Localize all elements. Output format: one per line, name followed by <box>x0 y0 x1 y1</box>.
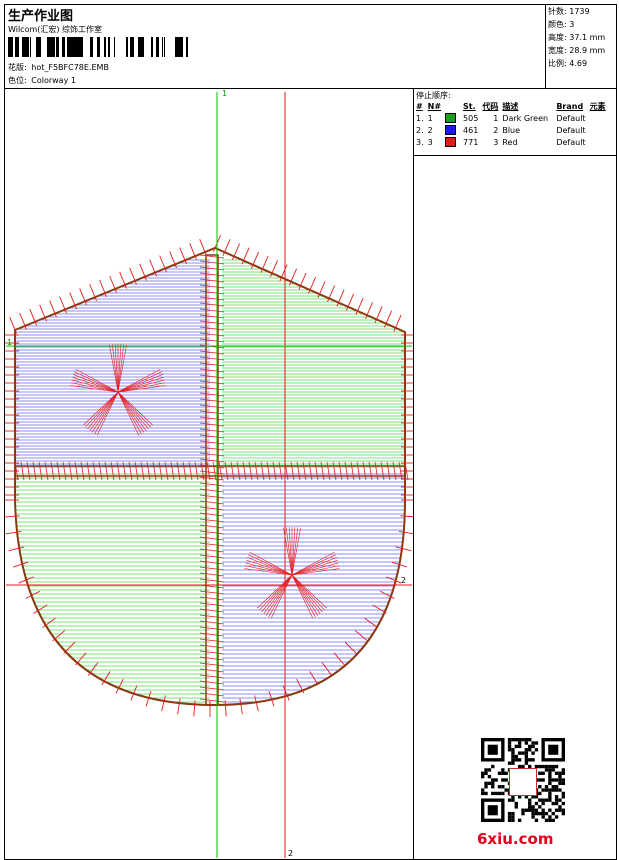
cross-vertical-band <box>205 254 219 706</box>
stats-list: 针数: 1739 颜色: 3 高度: 37.1 mm 宽度: 28.9 mm 比… <box>548 5 605 70</box>
table-row: 1. 1 505 1 Dark Green Default <box>416 113 586 123</box>
stop-sequence-title: 停止顺序: <box>416 91 451 100</box>
page-title: 生产作业图 <box>8 9 74 24</box>
color-swatch <box>445 137 457 147</box>
design-file-row: 花版: hot_F5BFC78E.EMB <box>8 62 109 73</box>
stat-width: 宽度: 28.9 mm <box>548 46 606 55</box>
axis-label-right: 2 <box>401 576 406 585</box>
stop-table-box <box>413 88 617 156</box>
watermark-logo: 6xiu.com <box>477 830 554 848</box>
embroidery-drawing: 1 2 1 2 <box>5 89 413 858</box>
stat-scale: 比例: 4.69 <box>548 59 588 68</box>
axis-label-top: 1 <box>222 89 227 98</box>
colorway-value: Colorway 1 <box>31 76 76 85</box>
colorway-label: 色位: <box>8 76 27 85</box>
stop-sequence-table: # N# St. 代码 描述 Brand 元素 1. 1 505 1 Dark … <box>414 101 608 148</box>
table-row: 2. 2 461 2 Blue Default <box>416 125 586 135</box>
barcode <box>8 37 188 57</box>
design-file: hot_F5BFC78E.EMB <box>31 63 109 72</box>
seal-stamp <box>509 768 537 796</box>
company-name: Wilcom(汇宏) 综饰工作室 <box>8 25 103 34</box>
red-satin-border <box>5 234 413 717</box>
color-swatch <box>445 125 457 135</box>
qr-code <box>481 738 565 822</box>
table-row: 3. 3 771 3 Red Default <box>416 137 586 147</box>
red-star-motifs <box>70 344 340 619</box>
axis-label-bottom: 2 <box>288 849 293 858</box>
axis-label-left: 1 <box>7 338 12 347</box>
design-label: 花版: <box>8 63 27 72</box>
colorway-row: 色位: Colorway 1 <box>8 75 76 86</box>
stat-height: 高度: 37.1 mm <box>548 33 606 42</box>
stat-stitches: 针数: 1739 <box>548 7 590 16</box>
color-swatch <box>445 113 457 123</box>
table-header-row: # N# St. 代码 描述 Brand 元素 <box>416 102 606 111</box>
stat-colors: 颜色: 3 <box>548 20 575 29</box>
